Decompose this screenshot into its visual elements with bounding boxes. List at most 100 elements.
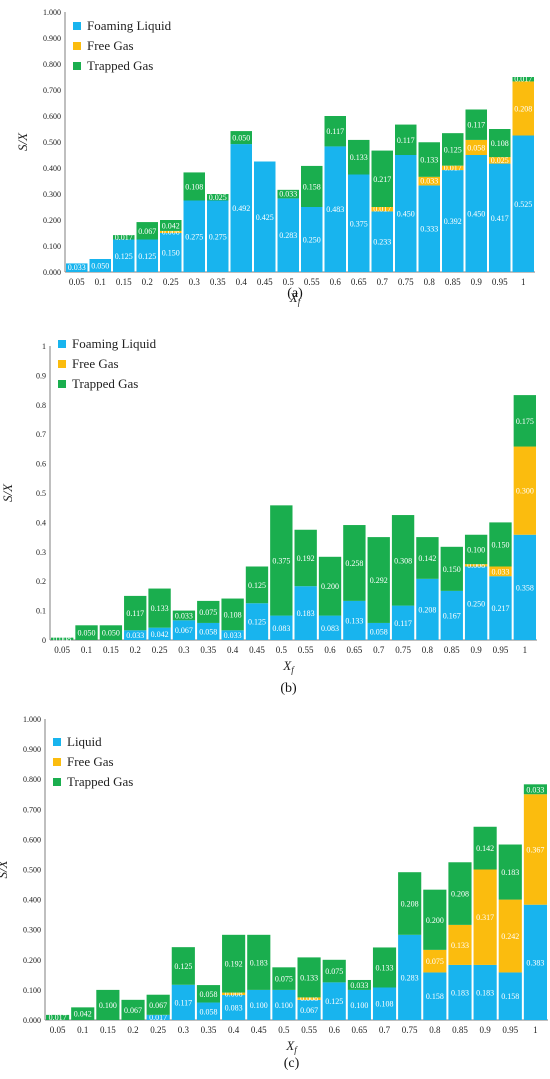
x-tick-label: 0.9 [480, 1025, 492, 1035]
y-tick-label: 1.000 [23, 715, 41, 724]
data-label: 0.083 [225, 1004, 243, 1013]
bar-segment [146, 1014, 170, 1020]
x-tick-label: 0.8 [422, 645, 434, 655]
panel-label: (b) [280, 681, 297, 696]
legend-swatch [53, 778, 61, 786]
legend-label: Free Gas [87, 38, 134, 53]
bar-segment [160, 230, 182, 233]
bar-segment [489, 157, 511, 164]
bar-segment [371, 207, 393, 212]
x-tick-label: 0.15 [103, 645, 119, 655]
bar-segment [440, 546, 463, 591]
bar-segment [230, 131, 252, 145]
x-tick-label: 0.65 [347, 645, 363, 655]
data-label: 0.017 [149, 1013, 167, 1022]
data-label: 0.083 [272, 624, 290, 633]
chart-panel-1: 0 0.1 0.2 0.3 0.4 0.5 0.6 0.7 0.8 0.9 1 0.008 0.05 0.… [0, 336, 537, 696]
bar-segment [277, 198, 299, 272]
data-label: 0.058 [467, 143, 485, 152]
legend-label: Free Gas [67, 754, 114, 769]
data-label: 0.058 [199, 627, 217, 636]
data-label: 0.067 [175, 626, 193, 635]
x-tick-label: 0.95 [493, 645, 509, 655]
data-label: 0.392 [444, 217, 462, 226]
data-label: 0.058 [199, 1007, 217, 1016]
x-tick-label: 0.15 [116, 277, 132, 287]
bar-segment [440, 590, 463, 640]
bar-segment [196, 1002, 221, 1020]
data-label: 0.008 [467, 561, 485, 570]
y-tick-label: 0.700 [43, 86, 61, 95]
data-label: 0.133 [451, 941, 469, 950]
x-tick-label: 0.25 [152, 645, 168, 655]
data-label: 0.183 [501, 868, 519, 877]
data-label: 0.042 [151, 630, 169, 639]
y-tick-label: 0.000 [23, 1016, 41, 1025]
data-label: 0.217 [491, 604, 509, 613]
x-tick-label: 0.25 [150, 1025, 166, 1035]
x-tick-label: 1 [523, 645, 528, 655]
x-tick-label: 0.05 [69, 277, 85, 287]
data-label: 0.033 [350, 981, 368, 990]
bar-segment [148, 627, 171, 640]
bar-segment [294, 586, 317, 640]
bar-segment [512, 135, 534, 272]
x-tick-label: 0.95 [502, 1025, 518, 1035]
data-label: 0.183 [250, 958, 268, 967]
bar-segment [347, 979, 371, 990]
data-label: 0.125 [174, 962, 192, 971]
y-tick-label: 0.4 [36, 518, 46, 527]
panel-label: (a) [287, 286, 303, 301]
x-tick-label: 0.1 [77, 1025, 88, 1035]
bar-segment [418, 176, 440, 186]
data-label: 0.125 [325, 997, 343, 1006]
bar-segment [124, 595, 147, 631]
bar-segment [347, 989, 371, 1020]
bar-segment [245, 566, 269, 604]
bar-segment [423, 949, 447, 973]
data-label: 0.383 [526, 958, 544, 967]
data-label: 0.183 [451, 988, 469, 997]
data-label: 0.083 [321, 624, 339, 633]
bar-segment [372, 947, 397, 988]
x-tick-label: 0.4 [227, 645, 239, 655]
bar-segment [489, 522, 512, 567]
data-label: 0.050 [78, 629, 96, 638]
x-tick-label: 0.7 [377, 277, 389, 287]
bar-segment [343, 600, 366, 640]
bar-segment [113, 235, 135, 240]
data-label: 0.208 [451, 890, 469, 899]
bar-segment [254, 161, 276, 272]
bar-segment [465, 109, 487, 140]
bar-segment [245, 603, 269, 640]
x-tick-label: 0.35 [200, 645, 216, 655]
bar-segment [301, 165, 323, 207]
data-label: 0.425 [256, 213, 274, 222]
bar-segment [348, 139, 370, 175]
x-tick-label: 0.45 [249, 645, 265, 655]
x-tick-label: 0.55 [301, 1025, 317, 1035]
bar-segment [183, 200, 205, 272]
x-tick-label: 0.4 [228, 1025, 240, 1035]
x-tick-label: 0.55 [298, 645, 314, 655]
bar-segment [423, 972, 447, 1020]
data-label: 0.208 [514, 104, 532, 113]
data-label: 0.133 [420, 156, 438, 165]
x-tick-label: 0.5 [283, 277, 295, 287]
data-label: 0.258 [345, 559, 363, 568]
data-label: 0.483 [326, 205, 344, 214]
x-tick-label: 0.8 [429, 1025, 441, 1035]
data-label: 0.217 [373, 175, 391, 184]
data-label: 0.117 [126, 609, 144, 618]
bar-segment [230, 144, 252, 272]
data-label: 0.033 [224, 631, 242, 640]
bar-segment [398, 872, 422, 935]
data-label: 0.075 [426, 957, 444, 966]
y-tick-label: 1 [42, 342, 46, 351]
legend-swatch [58, 340, 66, 348]
data-label: 0.050 [232, 134, 250, 143]
bar-segment [343, 525, 366, 601]
bar-segment [136, 239, 158, 272]
bar-segment [391, 605, 415, 640]
bar-segment [318, 556, 342, 616]
